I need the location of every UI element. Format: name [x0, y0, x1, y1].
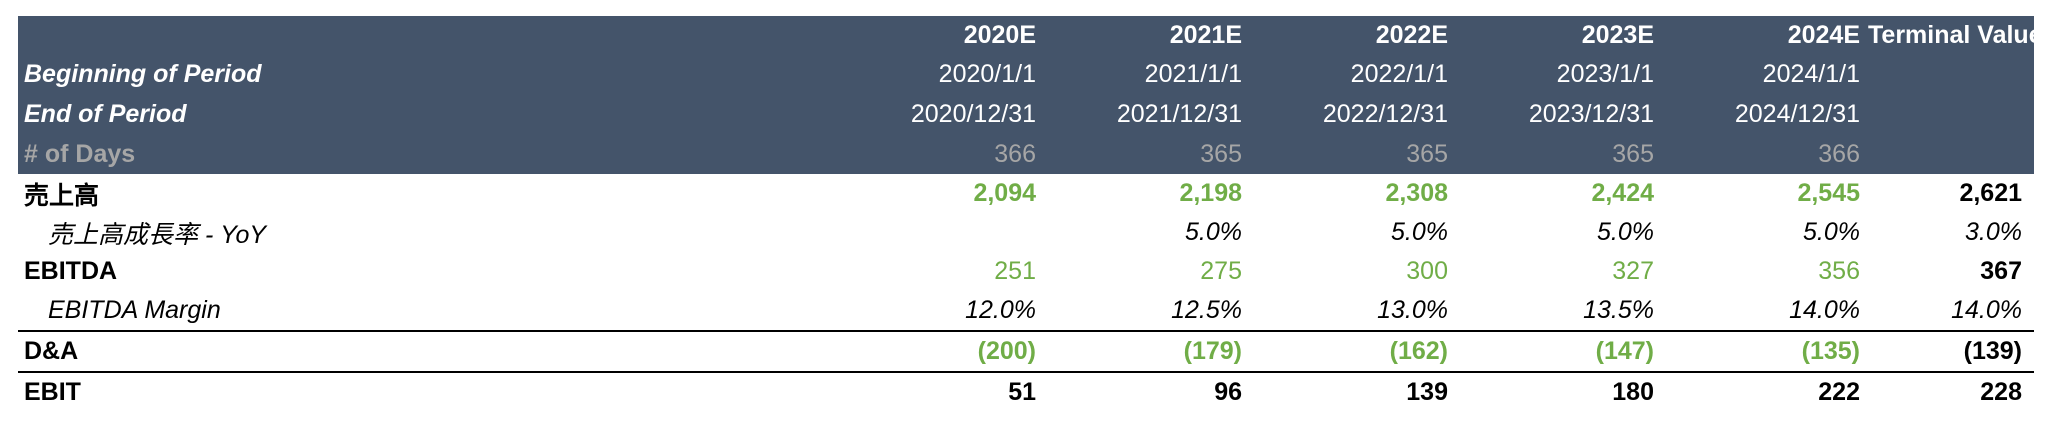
ebitda-margin-cell[interactable]: 12.5% [1171, 296, 1242, 324]
year-cell[interactable]: 2023E [1452, 16, 1658, 54]
row-sales: 売上高 2,094 2,198 2,308 2,424 2,545 2,621 [18, 174, 2034, 213]
da-value-cell[interactable]: (162) [1246, 330, 1452, 372]
ebitda-value-cell[interactable]: 300 [1406, 257, 1448, 285]
end-date-cell[interactable]: 2021/12/31 [1040, 94, 1246, 134]
sales-value-cell[interactable]: 2,198 [1179, 179, 1242, 207]
days-cell[interactable]: 365 [1040, 134, 1246, 174]
days-label[interactable]: # of Days [18, 134, 834, 174]
row-ebitda-margin: EBITDA Margin 12.0% 12.5% 13.0% 13.5% 14… [18, 291, 2034, 331]
year-cell[interactable]: 2022E [1246, 16, 1452, 54]
end-date-cell[interactable]: 2022/12/31 [1246, 94, 1452, 134]
begin-date-cell[interactable]: 2024/1/1 [1658, 54, 1864, 94]
financial-projection-table: 2020E 2021E 2022E 2023E 2024E Terminal V… [18, 16, 2043, 412]
header-row-begin: Beginning of Period 2020/1/1 2021/1/1 20… [18, 54, 2034, 94]
sales-growth-cell[interactable]: 5.0% [1597, 218, 1654, 246]
terminal-value-header[interactable]: Terminal Value [1864, 16, 2043, 54]
sales-growth-cell[interactable]: 5.0% [1185, 218, 1242, 246]
year-cell[interactable]: 2024E [1658, 16, 1864, 54]
days-cell[interactable]: 366 [834, 134, 1040, 174]
sales-label[interactable]: 売上高 [24, 181, 100, 210]
sales-value-cell[interactable]: 2,308 [1385, 179, 1448, 207]
ebitda-margin-cell[interactable]: 13.0% [1377, 296, 1448, 324]
ebitda-terminal-cell[interactable]: 367 [1980, 257, 2022, 285]
ebitda-value-cell[interactable]: 275 [1200, 257, 1242, 285]
da-terminal-cell[interactable]: (139) [1864, 330, 2034, 372]
end-date-cell[interactable]: 2020/12/31 [834, 94, 1040, 134]
end-date-cell[interactable]: 2023/12/31 [1452, 94, 1658, 134]
ebitda-margin-cell[interactable]: 13.5% [1583, 296, 1654, 324]
sales-growth-terminal-cell[interactable]: 3.0% [1965, 218, 2022, 246]
sales-growth-cell[interactable] [834, 213, 1040, 252]
row-ebit: EBIT 51 96 139 180 222 228 [18, 371, 2034, 412]
sales-value-cell[interactable]: 2,424 [1591, 179, 1654, 207]
begin-date-cell[interactable]: 2020/1/1 [834, 54, 1040, 94]
ebit-value-cell[interactable]: 51 [834, 371, 1040, 412]
ebitda-margin-label[interactable]: EBITDA Margin [48, 296, 221, 324]
da-value-cell[interactable]: (147) [1452, 330, 1658, 372]
da-value-cell[interactable]: (200) [834, 330, 1040, 372]
row-da: D&A (200) (179) (162) (147) (135) (139) [18, 330, 2034, 372]
sales-value-cell[interactable]: 2,545 [1797, 179, 1860, 207]
ebitda-value-cell[interactable]: 251 [994, 257, 1036, 285]
header-row-years: 2020E 2021E 2022E 2023E 2024E Terminal V… [18, 16, 2043, 54]
ebitda-margin-cell[interactable]: 12.0% [965, 296, 1036, 324]
ebit-value-cell[interactable]: 180 [1452, 371, 1658, 412]
sales-value-cell[interactable]: 2,094 [973, 179, 1036, 207]
ebitda-margin-terminal-cell[interactable]: 14.0% [1951, 296, 2022, 324]
header-row-days: # of Days 366 365 365 365 366 [18, 134, 2034, 174]
header-label-cell[interactable] [18, 16, 834, 54]
days-cell[interactable]: 365 [1246, 134, 1452, 174]
row-ebitda: EBITDA 251 275 300 327 356 367 [18, 252, 2034, 291]
days-cell[interactable]: 366 [1658, 134, 1864, 174]
ebitda-value-cell[interactable]: 356 [1818, 257, 1860, 285]
ebit-terminal-cell[interactable]: 228 [1864, 371, 2034, 412]
da-label[interactable]: D&A [18, 330, 834, 372]
begin-date-cell[interactable]: 2021/1/1 [1040, 54, 1246, 94]
end-date-terminal-cell[interactable] [1864, 94, 2034, 134]
ebit-value-cell[interactable]: 96 [1040, 371, 1246, 412]
spreadsheet: 2020E 2021E 2022E 2023E 2024E Terminal V… [18, 16, 2043, 412]
sales-growth-cell[interactable]: 5.0% [1803, 218, 1860, 246]
end-date-cell[interactable]: 2024/12/31 [1658, 94, 1864, 134]
ebit-label[interactable]: EBIT [18, 371, 834, 412]
da-value-cell[interactable]: (135) [1658, 330, 1864, 372]
ebitda-value-cell[interactable]: 327 [1612, 257, 1654, 285]
days-cell[interactable]: 365 [1452, 134, 1658, 174]
begin-period-label[interactable]: Beginning of Period [18, 54, 834, 94]
sales-growth-cell[interactable]: 5.0% [1391, 218, 1448, 246]
year-cell[interactable]: 2021E [1040, 16, 1246, 54]
sales-growth-label[interactable]: 売上高成長率 - YoY [48, 220, 267, 249]
days-terminal-cell[interactable] [1864, 134, 2034, 174]
ebit-value-cell[interactable]: 139 [1246, 371, 1452, 412]
year-cell[interactable]: 2020E [834, 16, 1040, 54]
header-row-end: End of Period 2020/12/31 2021/12/31 2022… [18, 94, 2034, 134]
da-value-cell[interactable]: (179) [1040, 330, 1246, 372]
ebit-value-cell[interactable]: 222 [1658, 371, 1864, 412]
ebitda-label[interactable]: EBITDA [24, 257, 118, 285]
sales-terminal-cell[interactable]: 2,621 [1959, 179, 2022, 207]
begin-date-terminal-cell[interactable] [1864, 54, 2034, 94]
begin-date-cell[interactable]: 2023/1/1 [1452, 54, 1658, 94]
row-sales-growth: 売上高成長率 - YoY 5.0% 5.0% 5.0% 5.0% 3.0% [18, 213, 2034, 252]
end-period-label[interactable]: End of Period [18, 94, 834, 134]
begin-date-cell[interactable]: 2022/1/1 [1246, 54, 1452, 94]
ebitda-margin-cell[interactable]: 14.0% [1789, 296, 1860, 324]
